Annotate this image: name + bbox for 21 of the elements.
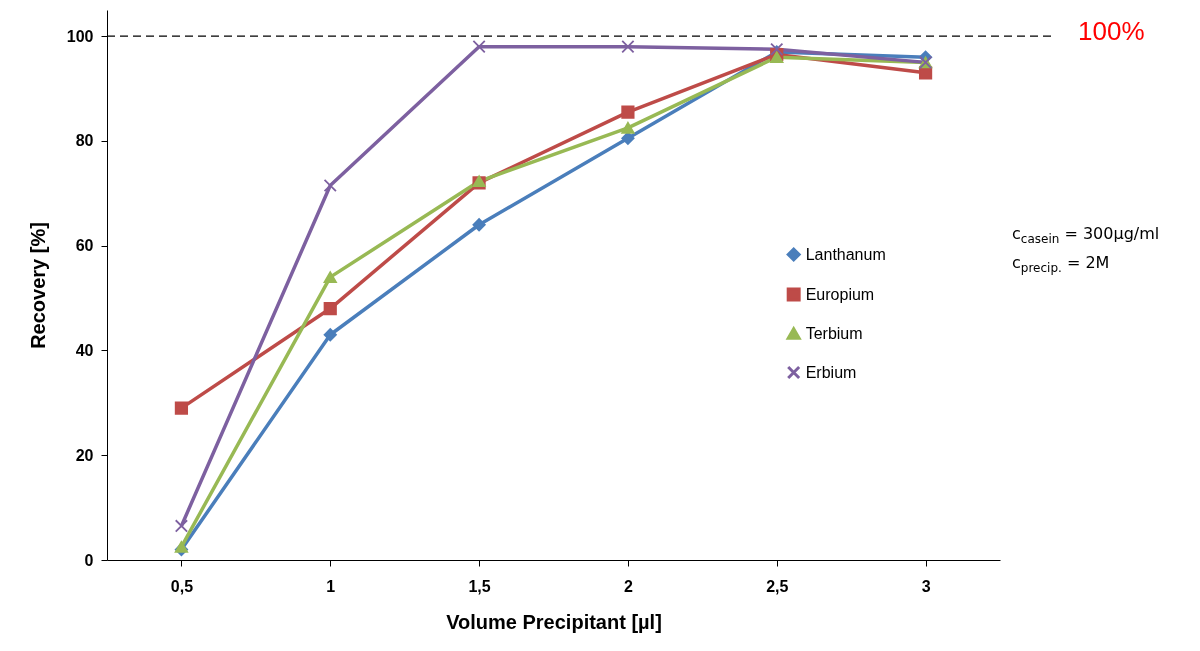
annotation: c$_{casein}$ = 300µg/ml: [1012, 223, 1160, 249]
legend-label: Europium: [805, 285, 875, 303]
y-tick-label: 60: [75, 237, 94, 255]
x-tick-label: 0,5: [170, 577, 194, 595]
y-tick-label: 20: [75, 446, 94, 464]
x-tick-label: 1,5: [468, 577, 491, 595]
y-axis-title: Recovery [%]: [26, 222, 49, 349]
legend-label: Terbium: [805, 324, 863, 342]
legend-label: Lanthanum: [805, 245, 886, 263]
annotation: c$_{precip.}$ = 2M: [1012, 252, 1111, 278]
legend-label: Erbium: [805, 363, 857, 381]
x-tick-label: 3: [921, 577, 931, 595]
x-tick-label: 1: [326, 577, 336, 595]
y-tick-label: 80: [75, 132, 94, 150]
ref-line-label: 100%: [1078, 16, 1145, 47]
y-tick-label: 40: [75, 341, 94, 359]
y-tick-label: 0: [84, 551, 94, 569]
x-axis-title: Volume Precipitant [µl]: [446, 610, 662, 633]
x-tick-label: 2,5: [766, 577, 789, 595]
y-tick-label: 100: [66, 27, 94, 45]
x-tick-label: 2: [623, 577, 633, 595]
